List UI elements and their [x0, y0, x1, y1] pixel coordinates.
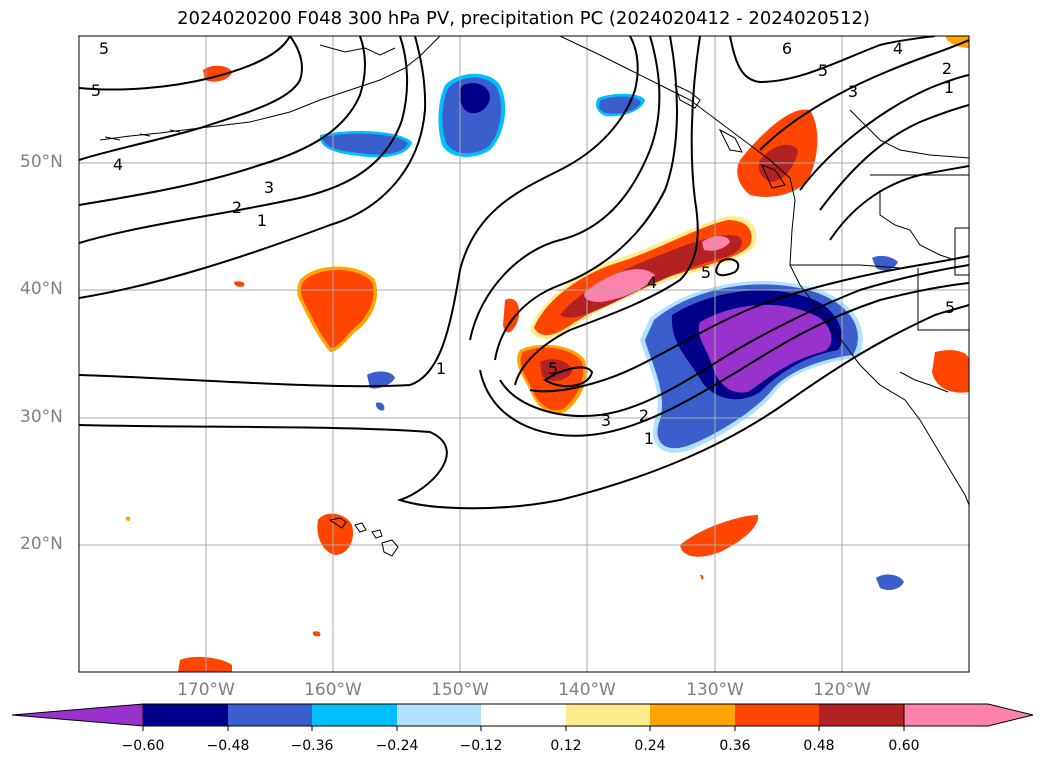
colorbar-tick-label: −0.60 [121, 738, 165, 754]
map-title: 2024020200 F048 300 hPa PV, precipitatio… [177, 8, 870, 29]
colorbar-swatch [481, 704, 566, 726]
colorbar-swatch [312, 704, 397, 726]
colorbar-tick-label: 0.48 [803, 738, 835, 754]
colorbar-swatch [650, 704, 735, 726]
colorbar-tick-label: −0.36 [290, 738, 334, 754]
contour-label: 4 [113, 155, 123, 174]
contour-label: 6 [782, 39, 792, 58]
lat-label: 30°N [20, 407, 63, 427]
lon-label: 130°W [686, 680, 744, 700]
lon-label: 170°W [177, 680, 235, 700]
contour-label: 4 [647, 273, 657, 292]
colorbar-tick-label: −0.24 [375, 738, 419, 754]
colorbar-tick-label: 0.12 [550, 738, 582, 754]
lat-label: 50°N [20, 152, 63, 172]
contour-label: 1 [436, 359, 446, 378]
lon-label: 160°W [304, 680, 362, 700]
contour-label: 1 [944, 78, 954, 97]
contour-label: 2 [639, 406, 649, 425]
contour-label: 5 [91, 81, 101, 100]
colorbar-swatch [228, 704, 312, 726]
colorbar-tick-label: −0.48 [206, 738, 250, 754]
colorbar-tick-label: 0.24 [634, 738, 666, 754]
colorbar-extend-min [11, 703, 144, 727]
lat-label: 20°N [20, 534, 63, 554]
colorbar-extend-max [903, 703, 1034, 727]
colorbar-tick-label: −0.12 [459, 738, 503, 754]
contour-labels: 5 5 4 3 2 1 1 1 2 3 4 5 5 6 5 4 2 3 1 5 [91, 39, 955, 448]
contour-label: 3 [848, 82, 858, 101]
gridlines [79, 36, 969, 672]
colorbar [11, 703, 1034, 731]
contour-label: 5 [548, 359, 558, 378]
colorbar-swatch [143, 704, 228, 726]
lon-label: 120°W [813, 680, 871, 700]
contour-label: 5 [818, 61, 828, 80]
contour-label: 5 [99, 39, 109, 58]
colorbar-swatch [819, 704, 904, 726]
lat-label: 40°N [20, 279, 63, 299]
contour-label: 2 [942, 59, 952, 78]
colorbar-tick-label: 0.60 [888, 738, 920, 754]
contour-label: 3 [264, 178, 274, 197]
contour-label: 2 [232, 198, 242, 217]
contour-label: 5 [945, 298, 955, 317]
lon-label: 150°W [431, 680, 489, 700]
colorbar-swatch [397, 704, 481, 726]
contour-label: 3 [601, 411, 611, 430]
pv-contours [79, 36, 969, 510]
colorbar-tick-label: 0.36 [719, 738, 751, 754]
precip-shading [125, 36, 969, 672]
colorbar-swatch [566, 704, 650, 726]
contour-label: 5 [701, 263, 711, 282]
contour-label: 4 [893, 39, 903, 58]
colorbar-swatch [735, 704, 819, 726]
contour-label: 1 [644, 429, 654, 448]
contour-label: 1 [257, 211, 267, 230]
lon-label: 140°W [558, 680, 616, 700]
